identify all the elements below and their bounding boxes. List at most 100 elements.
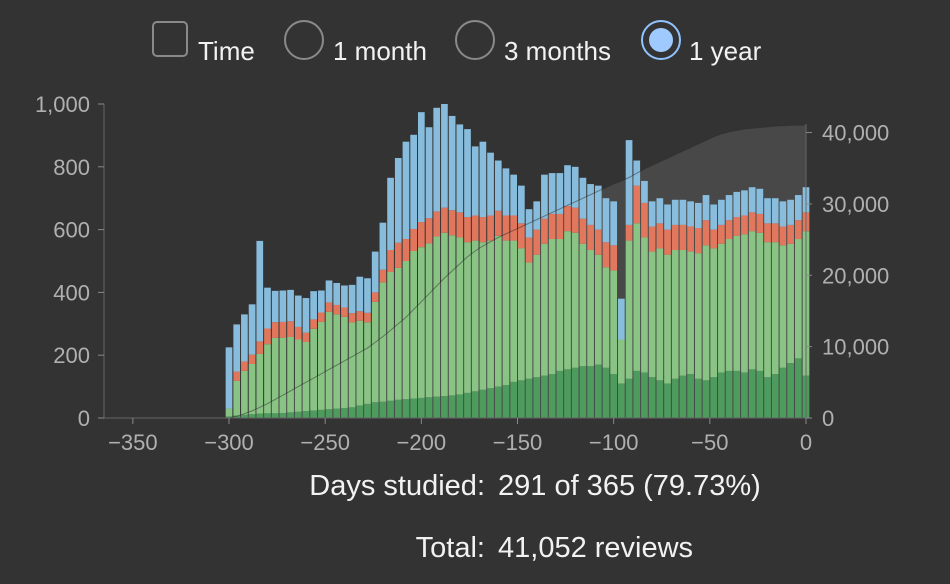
bar-mature: [302, 411, 310, 418]
bar-relearn: [671, 224, 679, 251]
bar-learn: [225, 347, 233, 409]
bar-mature: [718, 372, 725, 418]
bar-learn: [564, 165, 571, 207]
bar-mature: [317, 409, 325, 418]
time-label: Time: [198, 36, 255, 66]
bar-mature: [648, 377, 656, 418]
bar-mature: [787, 363, 794, 418]
bar-relearn: [364, 312, 371, 323]
bar-young: [618, 339, 625, 384]
bar-relearn: [287, 321, 294, 337]
bar-young: [287, 336, 294, 413]
bar-relearn: [518, 223, 525, 249]
bar-learn: [687, 201, 694, 227]
range-option-label: 1 month: [333, 36, 427, 66]
bar-relearn: [771, 223, 779, 243]
bar-mature: [379, 401, 387, 418]
bar-young: [756, 232, 764, 371]
bar-relearn: [510, 215, 518, 241]
bar-young: [694, 253, 702, 379]
radio-3-months[interactable]: [455, 20, 495, 60]
bar-mature: [548, 374, 556, 418]
bar-young: [556, 239, 564, 371]
cumulative-line: [228, 124, 807, 419]
bar-learn: [702, 195, 710, 221]
bar-learn: [256, 240, 264, 342]
bar-learn: [417, 112, 425, 223]
bar-relearn: [441, 207, 448, 233]
bar-relearn: [256, 341, 264, 354]
y2-tick-label: 20,000: [822, 263, 889, 288]
days-studied-row: Days studied: 291 of 365 (79.73%): [0, 470, 950, 510]
bar-mature: [271, 413, 279, 418]
range-option-1-year[interactable]: 1 year: [641, 16, 766, 68]
bar-learn: [510, 174, 518, 216]
bar-mature: [679, 375, 687, 418]
bar-relearn: [610, 245, 618, 271]
bar-mature: [410, 398, 417, 418]
total-value: 41,052 reviews: [498, 532, 694, 564]
bar-relearn: [764, 223, 771, 243]
bar-mature: [764, 377, 771, 418]
bar-learn: [448, 115, 456, 211]
range-option-3-months[interactable]: 3 months: [455, 16, 620, 68]
review-chart: 0 200 400 600 800 1,000 0 10,000 20,000 30,000 40,…: [35, 92, 889, 455]
bar-mature: [702, 380, 710, 418]
time-checkbox[interactable]: Time: [152, 16, 262, 68]
bar-young: [633, 223, 641, 371]
bar-mature: [264, 413, 271, 418]
bar-mature: [625, 378, 633, 418]
bar-relearn: [371, 292, 379, 302]
bar-relearn: [587, 224, 594, 251]
bar-mature: [310, 410, 317, 418]
bar-learn: [664, 204, 671, 230]
bar-learn: [233, 324, 241, 372]
bar-learn: [348, 284, 356, 314]
range-option-1-month[interactable]: 1 month: [284, 16, 434, 68]
bar-learn: [794, 195, 802, 221]
bar-mature: [502, 385, 510, 418]
bar-learn: [679, 199, 687, 225]
checkbox-box[interactable]: [152, 21, 188, 57]
bar-young: [610, 270, 618, 375]
bar-learn: [387, 177, 394, 251]
bar-mature: [487, 388, 494, 418]
bar-mature: [733, 370, 741, 418]
bar-relearn: [248, 354, 256, 364]
bar-young: [741, 234, 748, 373]
bar-learn: [356, 276, 364, 312]
y-tick-label: 400: [53, 280, 90, 305]
bar-learn: [241, 314, 248, 362]
bar-learn: [625, 140, 633, 225]
bar-mature: [687, 374, 694, 418]
bar-young: [233, 380, 241, 416]
bar-relearn: [456, 212, 464, 238]
bar-mature: [479, 389, 487, 418]
bar-learn: [748, 187, 756, 213]
bar-relearn: [602, 242, 610, 268]
range-controls: Time 1 month 3 months 1 year: [0, 16, 950, 72]
bar-mature: [241, 414, 248, 418]
bar-mature: [471, 391, 479, 418]
bar-mature: [518, 380, 525, 418]
bar-relearn: [648, 226, 656, 252]
bar-young: [317, 321, 325, 410]
bar-relearn: [479, 217, 487, 243]
y2-tick-label: 10,000: [822, 335, 889, 360]
bar-mature: [225, 416, 233, 418]
bar-young: [356, 320, 364, 406]
bar-learn: [764, 198, 771, 224]
radio-1-month[interactable]: [284, 20, 324, 60]
bar-young: [271, 337, 279, 414]
bar-relearn: [556, 213, 564, 240]
radio-1-year[interactable]: [641, 20, 681, 60]
bar-mature: [671, 378, 679, 418]
bar-relearn: [633, 185, 641, 224]
days-studied-label: Days studied:: [309, 470, 485, 502]
days-studied-value: 291 of 365 (79.73%): [498, 470, 761, 502]
bar-young: [456, 237, 464, 395]
bar-relearn: [687, 226, 694, 252]
bar-relearn: [494, 210, 502, 236]
bar-learn: [487, 152, 494, 216]
bar-young: [664, 254, 671, 384]
